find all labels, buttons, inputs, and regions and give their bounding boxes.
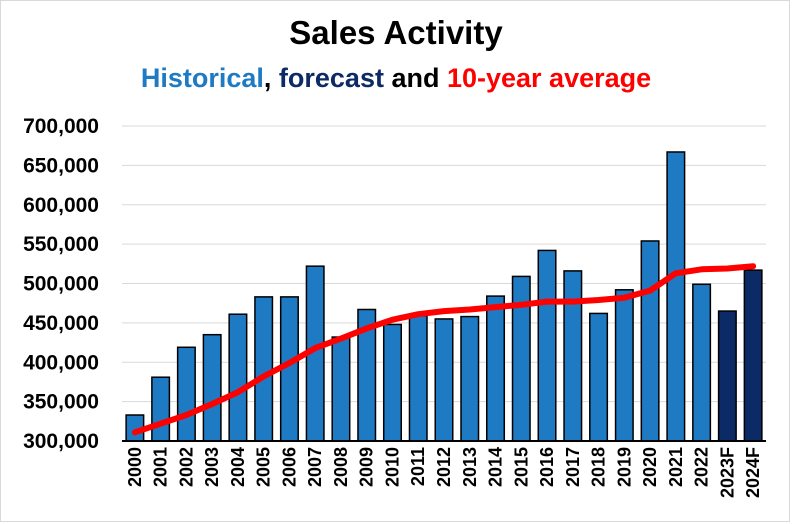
bar: [486, 295, 506, 442]
subtitle-forecast: forecast: [278, 63, 384, 93]
y-tick-label: 550,000: [23, 233, 99, 256]
x-tick-label: 2002: [176, 447, 196, 487]
x-tick-label: 2009: [357, 447, 377, 487]
bar: [151, 376, 171, 442]
x-tick-label: 2000: [125, 447, 145, 487]
bar: [589, 312, 609, 442]
x-tick-label: 2010: [382, 447, 402, 487]
subtitle-comma: ,: [263, 63, 279, 93]
x-tick-label: 2003: [202, 447, 222, 487]
y-tick-label: 650,000: [23, 154, 99, 177]
bar: [176, 346, 196, 442]
chart-title: Sales Activity: [289, 14, 503, 51]
x-tick-label: 2012: [434, 447, 454, 487]
x-tick-label: 2008: [331, 447, 351, 487]
bar: [331, 336, 351, 442]
x-tick-label: 2004: [228, 447, 248, 487]
bar: [202, 333, 222, 442]
x-tick-label: 2024F: [743, 447, 763, 498]
bar: [743, 269, 763, 442]
bar: [640, 240, 660, 442]
bar: [563, 270, 583, 442]
subtitle-historical: Historical: [140, 63, 264, 93]
y-tick-label: 300,000: [23, 430, 99, 453]
chart-subtitle: Historical, forecast and 10-year average: [0, 63, 792, 94]
bar: [228, 313, 248, 442]
y-tick-label: 450,000: [23, 312, 99, 335]
bar: [537, 249, 557, 442]
y-tick-label: 600,000: [23, 194, 99, 217]
x-tick-label: 2017: [563, 447, 583, 487]
x-tick-label: 2022: [692, 447, 712, 487]
x-tick-label: 2011: [408, 447, 428, 486]
bar: [692, 283, 712, 442]
bar: [382, 323, 402, 442]
x-tick-label: 2019: [614, 447, 634, 487]
subtitle-average: 10-year average: [446, 63, 652, 93]
bar: [434, 318, 454, 442]
x-tick-label: 2021: [666, 447, 686, 487]
x-tick-label: 2013: [460, 447, 480, 487]
bar: [666, 151, 686, 442]
bar: [717, 310, 737, 442]
bar: [408, 315, 428, 442]
subtitle-and: and: [383, 63, 447, 93]
y-tick-label: 400,000: [23, 351, 99, 374]
y-tick-label: 350,000: [23, 391, 99, 414]
x-tick-label: 2023F: [717, 447, 737, 498]
x-tick-label: 2018: [589, 447, 609, 487]
x-tick-label: 2014: [486, 447, 506, 487]
x-tick-label: 2020: [640, 447, 660, 487]
bar: [614, 289, 634, 442]
x-tick-label: 2001: [151, 447, 171, 487]
y-tick-label: 500,000: [23, 273, 99, 296]
x-tick-label: 2007: [305, 447, 325, 487]
x-tick-label: 2016: [537, 447, 557, 487]
y-tick-label: 700,000: [23, 115, 99, 138]
bar: [254, 296, 274, 442]
average-line: [131, 263, 757, 436]
bar: [460, 315, 480, 442]
x-tick-label: 2015: [511, 447, 531, 487]
x-tick-label: 2005: [254, 447, 274, 487]
x-tick-label: 2006: [279, 447, 299, 487]
